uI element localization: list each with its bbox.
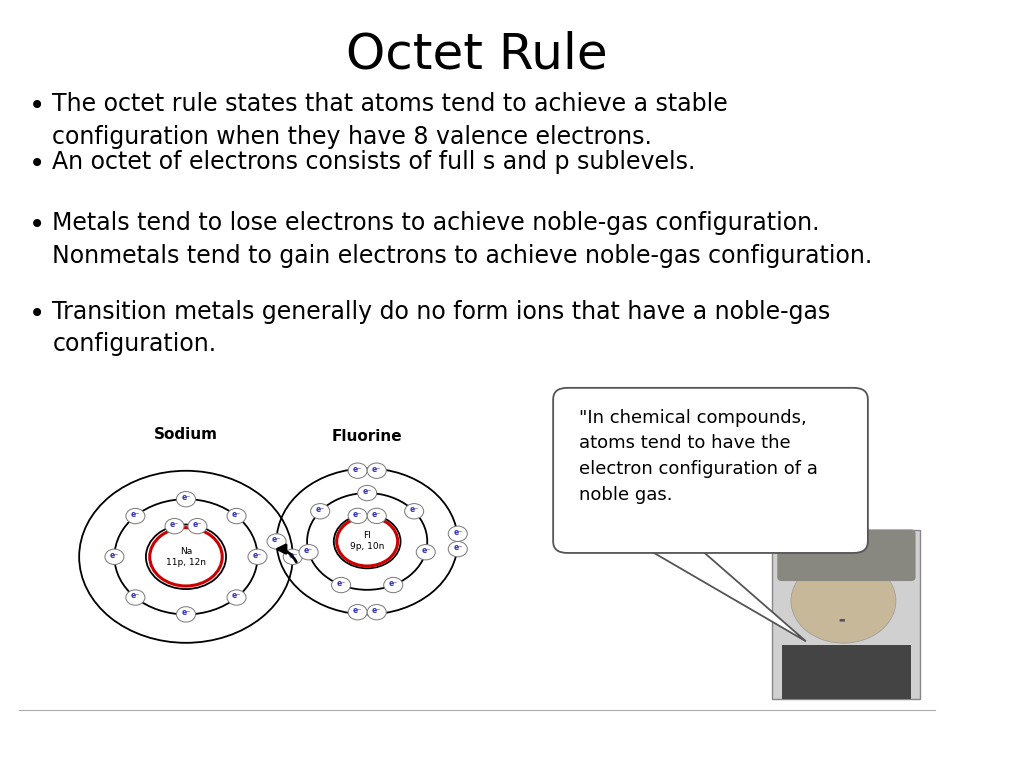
Text: Sodium: Sodium — [154, 426, 218, 442]
Circle shape — [150, 528, 222, 586]
Circle shape — [310, 504, 330, 519]
Text: e⁻: e⁻ — [410, 505, 419, 515]
Circle shape — [284, 549, 302, 564]
Text: e⁻: e⁻ — [315, 505, 325, 515]
Circle shape — [416, 545, 435, 560]
Text: e⁻: e⁻ — [131, 510, 140, 519]
Circle shape — [348, 604, 368, 620]
Text: e⁻: e⁻ — [193, 520, 202, 529]
Text: e⁻: e⁻ — [353, 465, 362, 474]
Text: e⁻: e⁻ — [231, 510, 242, 519]
Text: "In chemical compounds,
atoms tend to have the
electron configuration of a
noble: "In chemical compounds, atoms tend to ha… — [579, 409, 818, 504]
Text: •: • — [29, 150, 45, 177]
Text: e⁻: e⁻ — [181, 493, 190, 502]
Circle shape — [332, 578, 350, 593]
Text: e⁻: e⁻ — [362, 487, 372, 496]
Text: Na
11p, 12n: Na 11p, 12n — [166, 547, 206, 567]
Circle shape — [176, 492, 196, 507]
Circle shape — [368, 604, 386, 620]
Circle shape — [357, 485, 377, 501]
Text: e⁻: e⁻ — [304, 546, 313, 555]
Text: e⁻: e⁻ — [353, 606, 362, 615]
Text: e⁻: e⁻ — [131, 591, 140, 601]
Circle shape — [791, 558, 896, 643]
Text: e⁻: e⁻ — [272, 535, 282, 545]
Circle shape — [187, 518, 207, 534]
Text: e⁻: e⁻ — [372, 510, 381, 519]
Circle shape — [126, 590, 145, 605]
Text: e⁻: e⁻ — [353, 510, 362, 519]
Text: ▬: ▬ — [839, 617, 845, 623]
Circle shape — [227, 590, 246, 605]
Circle shape — [348, 463, 368, 478]
Text: •: • — [29, 211, 45, 239]
Text: e⁻: e⁻ — [170, 520, 179, 529]
Text: Fl
9p, 10n: Fl 9p, 10n — [350, 531, 384, 551]
Circle shape — [337, 517, 397, 566]
Text: An octet of electrons consists of full s and p sublevels.: An octet of electrons consists of full s… — [52, 150, 696, 174]
Circle shape — [227, 508, 246, 524]
Text: Fluorine: Fluorine — [332, 429, 402, 444]
Polygon shape — [634, 541, 806, 641]
Text: e⁻: e⁻ — [181, 608, 190, 617]
FancyBboxPatch shape — [777, 529, 915, 581]
Circle shape — [165, 518, 184, 534]
FancyBboxPatch shape — [782, 645, 910, 699]
Circle shape — [368, 463, 386, 478]
Text: •: • — [29, 300, 45, 327]
Circle shape — [449, 526, 467, 541]
Text: e⁻: e⁻ — [253, 551, 262, 560]
Circle shape — [348, 508, 368, 524]
Text: Octet Rule: Octet Rule — [346, 31, 607, 79]
Text: e⁻: e⁻ — [389, 579, 398, 588]
Circle shape — [104, 549, 124, 564]
Circle shape — [126, 508, 145, 524]
Text: e⁻: e⁻ — [231, 591, 242, 601]
Text: e⁻: e⁻ — [288, 551, 297, 560]
Circle shape — [368, 508, 386, 524]
Circle shape — [299, 545, 318, 560]
Text: e⁻: e⁻ — [421, 546, 430, 555]
Text: e⁻: e⁻ — [110, 551, 119, 560]
Circle shape — [176, 607, 196, 622]
Text: e⁻: e⁻ — [454, 528, 463, 537]
Text: Metals tend to lose electrons to achieve noble-gas configuration.
Nonmetals tend: Metals tend to lose electrons to achieve… — [52, 211, 872, 268]
Text: e⁻: e⁻ — [454, 543, 463, 552]
Circle shape — [384, 578, 402, 593]
FancyBboxPatch shape — [772, 530, 921, 699]
FancyBboxPatch shape — [553, 388, 868, 553]
Circle shape — [267, 534, 286, 549]
Text: e⁻: e⁻ — [372, 465, 381, 474]
Circle shape — [248, 549, 267, 564]
Text: •: • — [29, 92, 45, 120]
Text: The octet rule states that atoms tend to achieve a stable
configuration when the: The octet rule states that atoms tend to… — [52, 92, 728, 149]
Text: e⁻: e⁻ — [372, 606, 381, 615]
Circle shape — [449, 541, 467, 557]
Text: e⁻: e⁻ — [337, 579, 346, 588]
Circle shape — [404, 504, 424, 519]
Text: Transition metals generally do no form ions that have a noble-gas
configuration.: Transition metals generally do no form i… — [52, 300, 830, 356]
